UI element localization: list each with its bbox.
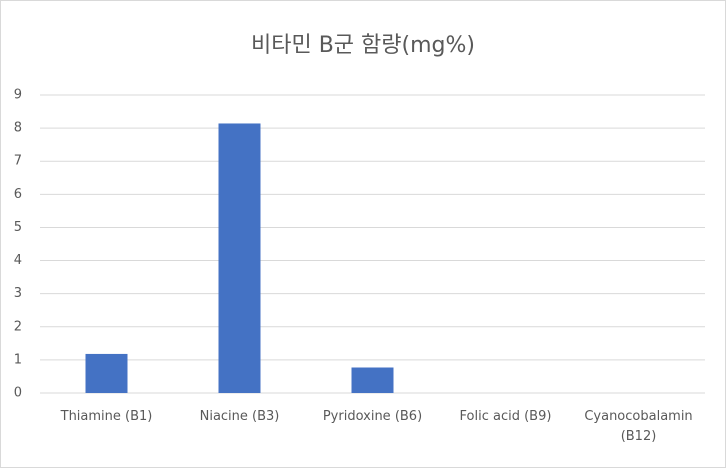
bar <box>351 367 394 393</box>
x-tick-label: Pyridoxine (B6) <box>322 409 423 424</box>
y-tick-label: 7 <box>14 154 22 169</box>
y-tick-label: 8 <box>14 121 22 136</box>
x-tick-label: Folic acid (B9) <box>459 409 552 424</box>
y-tick-label: 2 <box>14 319 22 334</box>
y-tick-label: 4 <box>14 253 22 268</box>
x-tick-label: Thiamine (B1) <box>60 409 153 424</box>
bar <box>218 123 261 393</box>
y-tick-label: 3 <box>14 286 22 301</box>
bar <box>85 353 128 393</box>
chart-title: 비타민 B군 함량(mg%) <box>251 33 475 58</box>
x-tick-label: Cyanocobalamin (B12) <box>584 409 693 444</box>
y-tick-label: 9 <box>14 88 22 103</box>
y-tick-label: 5 <box>14 220 22 235</box>
x-tick-label: Niacine (B3) <box>199 409 280 424</box>
y-tick-label: 6 <box>14 187 22 202</box>
y-tick-label: 0 <box>14 386 22 401</box>
y-tick-label: 1 <box>14 352 22 367</box>
